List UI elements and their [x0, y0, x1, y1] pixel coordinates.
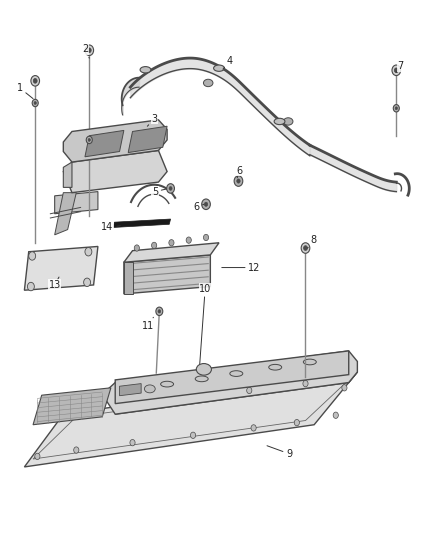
Circle shape [167, 184, 174, 193]
Text: 8: 8 [307, 235, 316, 248]
Text: 14: 14 [101, 222, 120, 232]
Polygon shape [120, 384, 141, 395]
Circle shape [186, 237, 191, 243]
Circle shape [85, 247, 92, 256]
Circle shape [152, 242, 157, 248]
Circle shape [130, 440, 135, 446]
Polygon shape [113, 219, 170, 228]
Circle shape [301, 243, 310, 253]
Ellipse shape [161, 381, 173, 387]
Circle shape [191, 432, 196, 439]
Circle shape [251, 425, 256, 431]
Circle shape [87, 400, 92, 407]
Polygon shape [115, 351, 349, 403]
Circle shape [31, 76, 39, 86]
Text: 6: 6 [237, 166, 243, 178]
Polygon shape [64, 162, 72, 188]
Polygon shape [33, 388, 111, 425]
Ellipse shape [214, 65, 224, 71]
Text: 7: 7 [396, 61, 404, 72]
Circle shape [29, 252, 35, 260]
Text: 10: 10 [199, 284, 211, 364]
Circle shape [32, 99, 38, 107]
Text: 5: 5 [152, 187, 166, 197]
Circle shape [342, 385, 347, 391]
Circle shape [237, 179, 240, 183]
Ellipse shape [196, 364, 212, 375]
Polygon shape [128, 126, 167, 152]
Ellipse shape [274, 118, 285, 125]
Circle shape [156, 307, 163, 316]
Polygon shape [124, 243, 219, 262]
Circle shape [304, 246, 307, 251]
Circle shape [84, 278, 91, 287]
Polygon shape [55, 191, 98, 214]
Circle shape [28, 282, 34, 291]
Ellipse shape [230, 371, 243, 376]
Circle shape [395, 107, 398, 110]
Circle shape [34, 101, 36, 104]
Polygon shape [106, 351, 357, 414]
Ellipse shape [304, 359, 316, 365]
Polygon shape [115, 372, 357, 414]
Polygon shape [25, 246, 98, 290]
Text: 1: 1 [17, 83, 33, 99]
Text: 9: 9 [267, 446, 292, 459]
Circle shape [85, 45, 94, 55]
Polygon shape [85, 131, 124, 157]
Text: 3: 3 [147, 114, 157, 126]
Circle shape [204, 202, 208, 206]
Polygon shape [64, 120, 167, 162]
Circle shape [74, 447, 79, 453]
Ellipse shape [283, 118, 293, 125]
Ellipse shape [203, 79, 213, 87]
Text: 2: 2 [83, 44, 89, 58]
Circle shape [303, 381, 308, 387]
Text: 12: 12 [222, 263, 261, 272]
Text: 13: 13 [49, 277, 61, 290]
Circle shape [87, 48, 91, 53]
Circle shape [294, 419, 300, 426]
Circle shape [134, 245, 139, 251]
Polygon shape [64, 150, 167, 192]
Circle shape [393, 104, 399, 112]
Circle shape [33, 78, 37, 83]
Circle shape [203, 235, 208, 241]
Text: 11: 11 [141, 317, 154, 330]
Circle shape [247, 387, 252, 393]
Circle shape [158, 310, 161, 313]
Circle shape [394, 68, 398, 72]
Polygon shape [25, 372, 357, 467]
Circle shape [392, 65, 401, 76]
Circle shape [169, 240, 174, 246]
Circle shape [88, 139, 91, 141]
Circle shape [35, 453, 40, 459]
Ellipse shape [145, 385, 155, 393]
Polygon shape [55, 192, 76, 235]
Circle shape [333, 412, 338, 418]
Ellipse shape [195, 376, 208, 382]
Polygon shape [124, 255, 210, 294]
Circle shape [169, 187, 172, 190]
Circle shape [234, 176, 243, 187]
Circle shape [202, 199, 210, 209]
Text: 6: 6 [194, 203, 204, 213]
Ellipse shape [140, 67, 151, 73]
Text: 4: 4 [223, 56, 233, 69]
Circle shape [86, 136, 92, 143]
Polygon shape [124, 262, 133, 294]
Circle shape [43, 407, 49, 413]
Ellipse shape [269, 365, 282, 370]
